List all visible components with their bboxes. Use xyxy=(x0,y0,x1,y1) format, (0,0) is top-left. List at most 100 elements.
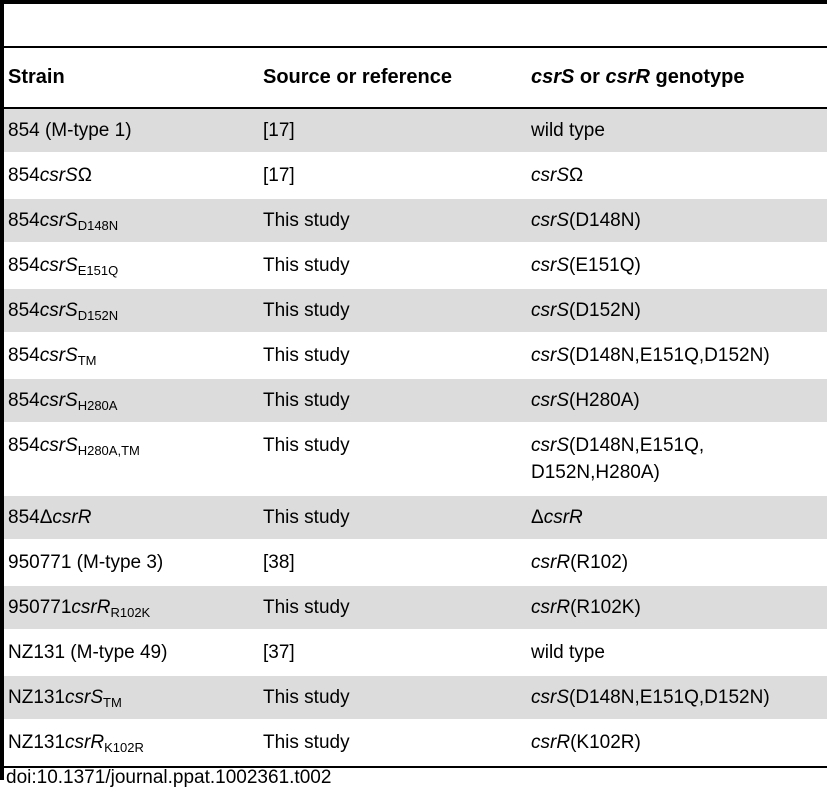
genotype-text: wild type xyxy=(531,120,605,141)
strain-gene: csrR xyxy=(65,732,105,753)
strain-gene: csrS xyxy=(65,687,104,708)
strain-subscript: K102R xyxy=(104,740,144,755)
genotype-gene: csrS xyxy=(531,345,569,366)
table-bottom-rule xyxy=(4,766,827,768)
genotype-cell: csrSΩ xyxy=(527,153,827,199)
table-row: NZ131 (M-type 49) [37] wild type xyxy=(4,630,827,676)
header-genotype-csrs: csrS xyxy=(531,66,575,88)
genotype-cell: wild type xyxy=(527,109,827,154)
strain-base: 854 xyxy=(8,165,40,186)
strain-gene: csrS xyxy=(39,255,78,276)
strain-cell: 950771csrRR102K xyxy=(4,585,259,631)
strain-gene: csrS xyxy=(39,435,78,456)
table-row: 854csrSD152N This study csrS(D152N) xyxy=(4,288,827,334)
strain-gene: csrS xyxy=(39,390,78,411)
genotype-text: (R102K) xyxy=(570,597,641,618)
strain-cell: 854csrSE151Q xyxy=(4,243,259,289)
source-cell: This study xyxy=(259,495,527,541)
genotype-cell: csrS(H280A) xyxy=(527,378,827,424)
strain-gene: csrS xyxy=(39,165,78,186)
genotype-text: (D148N) xyxy=(569,210,641,231)
genotype-cell: csrS(D148N) xyxy=(527,198,827,244)
strain-base: 854 xyxy=(8,345,40,366)
strain-subscript: TM xyxy=(103,695,122,710)
source-cell: This study xyxy=(259,675,527,721)
strain-subscript: TM xyxy=(77,353,97,368)
strain-cell: NZ131 (M-type 49) xyxy=(4,630,259,676)
strain-base: 854 xyxy=(8,210,40,231)
source-cell: [37] xyxy=(259,630,527,676)
table-row: 854csrSΩ [17] csrSΩ xyxy=(4,153,827,199)
genotype-cell: csrR(K102R) xyxy=(527,720,827,766)
genotype-gene: csrR xyxy=(531,552,571,573)
source-cell: This study xyxy=(259,333,527,379)
genotype-text: (R102) xyxy=(570,552,629,573)
strain-cell: 854csrSΩ xyxy=(4,153,259,199)
genotype-gene: csrS xyxy=(531,390,569,411)
header-bottom-rule xyxy=(4,107,827,109)
source-cell: This study xyxy=(259,720,527,766)
strain-table-container: Strain Source or reference csrS or csrR … xyxy=(4,46,827,768)
genotype-cell: csrR(R102) xyxy=(527,540,827,586)
genotype-cell: csrS(E151Q) xyxy=(527,243,827,289)
table-row: 854csrSE151Q This study csrS(E151Q) xyxy=(4,243,827,289)
genotype-text: (H280A) xyxy=(569,390,640,411)
strain-base: NZ131 xyxy=(8,687,66,708)
table-top-rule xyxy=(4,46,827,48)
genotype-text: wild type xyxy=(531,642,605,663)
table-row: 950771 (M-type 3) [38] csrR(R102) xyxy=(4,540,827,586)
strain-base: 854Δ xyxy=(8,507,53,528)
strain-subscript: D152N xyxy=(77,308,119,323)
genotype-text: (D152N) xyxy=(569,300,641,321)
doi-caption: doi:10.1371/journal.ppat.1002361.t002 xyxy=(6,767,332,788)
genotype-gene: csrR xyxy=(531,732,571,753)
table-row: NZ131csrRK102R This study csrR(K102R) xyxy=(4,720,827,766)
table-row: 854csrSTM This study csrS(D148N,E151Q,D152… xyxy=(4,333,827,379)
genotype-text: (K102R) xyxy=(570,732,641,753)
strain-cell: 950771 (M-type 3) xyxy=(4,540,259,586)
strain-gene: csrS xyxy=(39,345,78,366)
strain-subscript: H280A,TM xyxy=(77,443,140,458)
top-border-rule xyxy=(0,0,827,4)
table-body: 854 (M-type 1) [17] wild type 854csrSΩ [17] c… xyxy=(4,109,827,766)
strain-subscript: D148N xyxy=(77,218,119,233)
table-row: 854 (M-type 1) [17] wild type xyxy=(4,109,827,154)
strain-base: 854 (M-type 1) xyxy=(8,120,132,141)
table-header-row: Strain Source or reference csrS or csrR … xyxy=(4,48,827,107)
header-genotype: csrS or csrR genotype xyxy=(527,48,827,107)
genotype-gene: csrS xyxy=(531,165,569,186)
strain-base: 950771 xyxy=(8,597,72,618)
source-cell: [38] xyxy=(259,540,527,586)
strain-symbol: Ω xyxy=(77,165,92,186)
genotype-cell: csrS(D148N,E151Q, D152N,H280A) xyxy=(527,423,827,496)
genotype-gene: csrS xyxy=(531,687,569,708)
table-row: 950771csrRR102K This study csrR(R102K) xyxy=(4,585,827,631)
genotype-text: (D148N,E151Q,D152N) xyxy=(569,345,770,366)
header-genotype-tail: genotype xyxy=(649,66,745,88)
source-cell: This study xyxy=(259,243,527,289)
strain-gene: csrS xyxy=(39,210,78,231)
source-cell: This study xyxy=(259,423,527,496)
header-source: Source or reference xyxy=(263,66,452,88)
genotype-cell: csrS(D152N) xyxy=(527,288,827,334)
table-row: 854csrSD148N This study csrS(D148N) xyxy=(4,198,827,244)
genotype-cell: csrR(R102K) xyxy=(527,585,827,631)
strain-cell: NZ131csrSTM xyxy=(4,675,259,721)
genotype-gene: csrS xyxy=(531,210,569,231)
table-row: 854csrSH280A This study csrS(H280A) xyxy=(4,378,827,424)
strain-cell: NZ131csrRK102R xyxy=(4,720,259,766)
genotype-gene: csrS xyxy=(531,255,569,276)
strain-base: NZ131 (M-type 49) xyxy=(8,642,168,663)
strain-gene: csrR xyxy=(52,507,92,528)
genotype-text-line2: D152N,H280A) xyxy=(531,462,660,483)
header-strain: Strain xyxy=(8,66,65,88)
left-border-rule xyxy=(0,0,4,780)
strain-base: 854 xyxy=(8,390,40,411)
header-genotype-csrr: csrR xyxy=(605,66,650,88)
strain-gene: csrS xyxy=(39,300,78,321)
source-cell: This study xyxy=(259,288,527,334)
table-row: 854csrSH280A,TM This study csrS(D148N,E151… xyxy=(4,423,827,496)
strain-cell: 854 (M-type 1) xyxy=(4,109,259,154)
strain-gene: csrR xyxy=(71,597,111,618)
genotype-gene: csrR xyxy=(543,507,583,528)
